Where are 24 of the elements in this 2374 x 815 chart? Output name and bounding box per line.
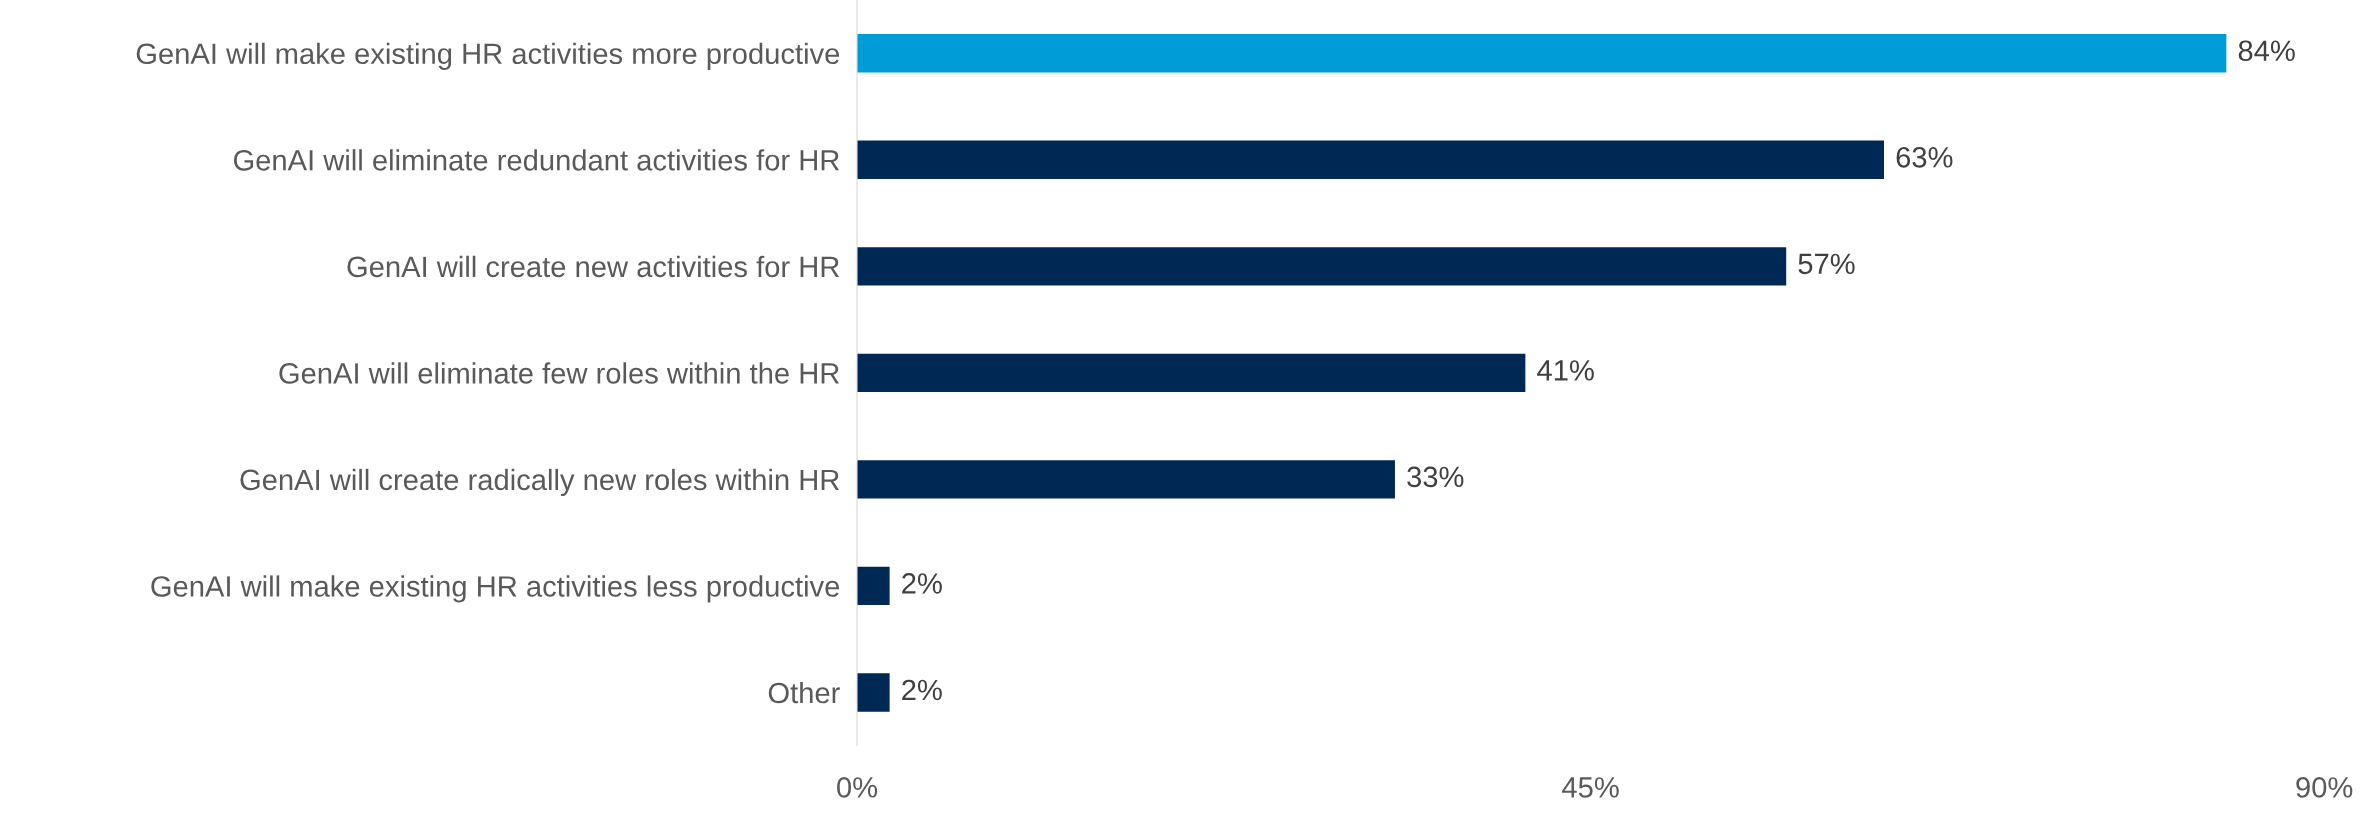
bar [857, 673, 890, 712]
y-tick-label: GenAI will eliminate redundant activities for HR [233, 149, 840, 171]
y-tick-label: GenAI will make existing HR activities less productive [151, 575, 840, 603]
data-label: 2% [902, 573, 942, 594]
bar [857, 353, 1526, 393]
y-tick-label: GenAI will eliminate few roles within the HR [279, 362, 840, 384]
y-tick-label: GenAI will create radically new roles within HR [240, 468, 840, 497]
bar [857, 34, 2227, 73]
data-label: 57% [1798, 253, 1855, 275]
data-label: 2% [902, 679, 942, 701]
bar [857, 247, 1787, 286]
y-tick-label: Other [768, 681, 840, 704]
x-tick-label: 45% [1562, 777, 1619, 798]
bar [857, 140, 1885, 179]
data-label: 63% [1896, 146, 1953, 168]
bar [857, 460, 1395, 499]
bar [857, 566, 890, 606]
x-tick-label: 0% [837, 777, 878, 798]
y-tick-label: GenAI will make existing HR activities more productive [136, 42, 840, 70]
data-label: 33% [1407, 466, 1464, 488]
data-label: 41% [1537, 360, 1594, 381]
data-label: 84% [2238, 40, 2295, 62]
x-tick-label: 90% [2296, 777, 2353, 798]
y-tick-label: GenAI will create new activities for HR [347, 255, 840, 278]
